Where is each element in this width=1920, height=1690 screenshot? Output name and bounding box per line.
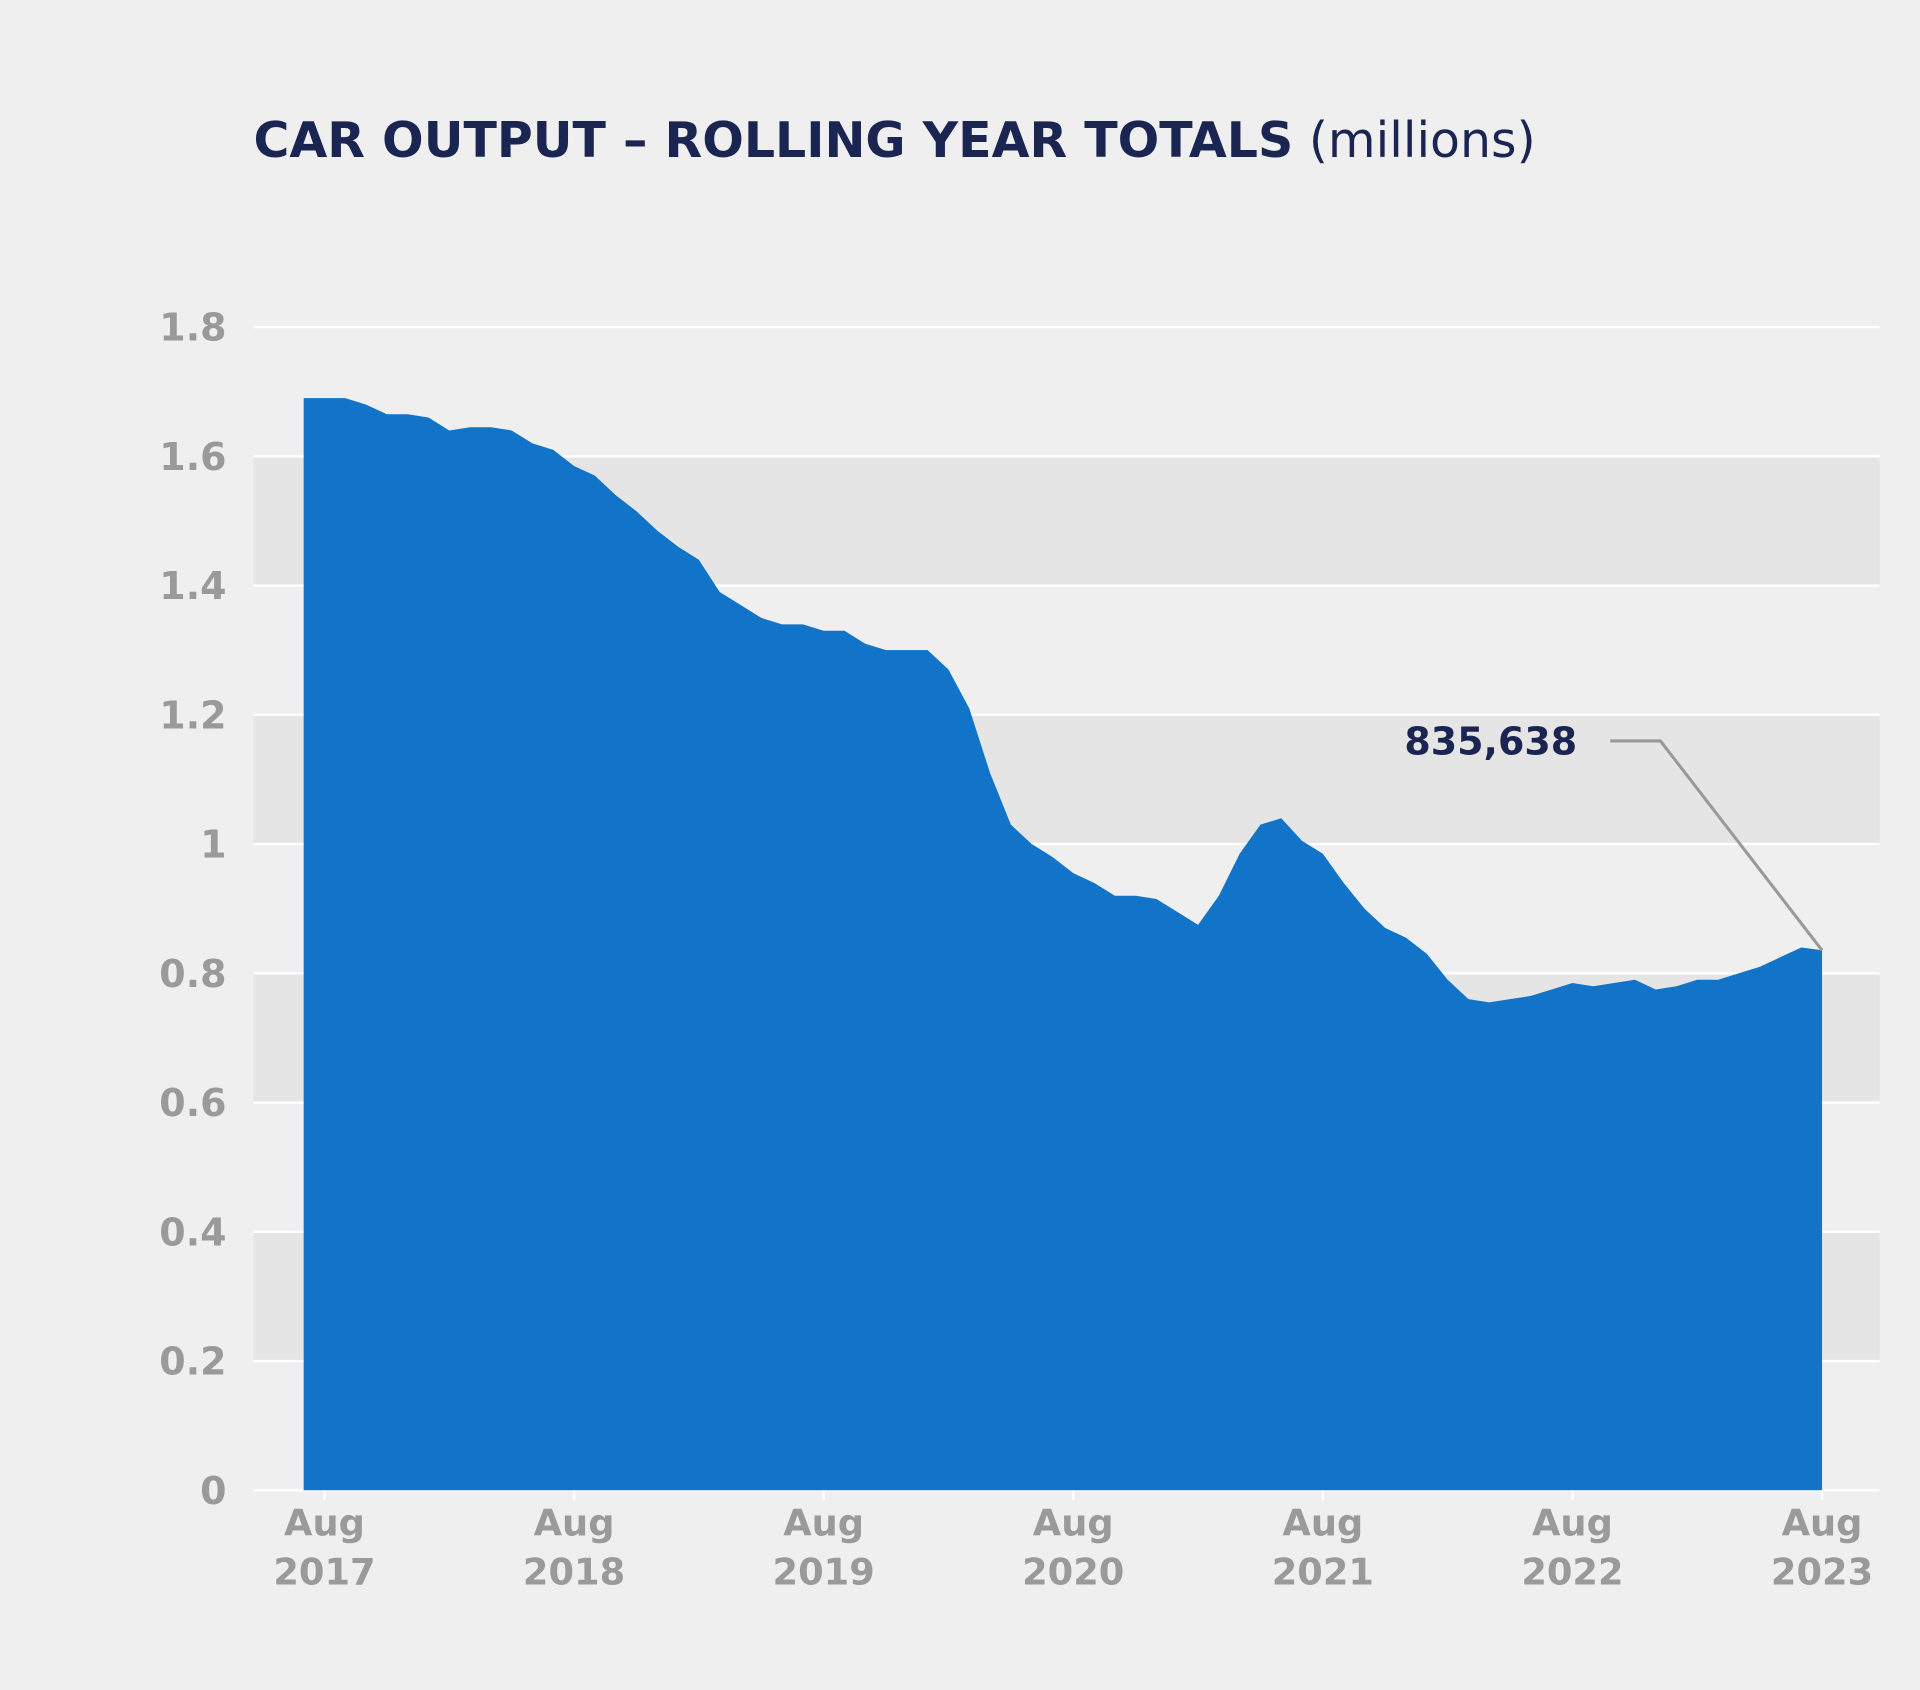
x-tick-label: Aug 2022 — [1521, 1502, 1624, 1595]
x-tick-label: Aug 2018 — [522, 1502, 626, 1595]
annotation-connector — [1610, 739, 1824, 952]
x-tick-wrap: Aug 2022 — [1521, 1502, 1624, 1595]
x-tick-wrap: Aug 2017 — [273, 1502, 376, 1595]
x-tick-label: Aug 2019 — [772, 1502, 875, 1595]
y-tick-label: 1.6 — [159, 435, 226, 479]
x-tick-wrap: Aug 2023 — [1770, 1502, 1874, 1595]
y-tick-label: 1.8 — [159, 306, 226, 350]
y-tick-label: 1.2 — [159, 693, 226, 737]
y-tick-label: 1.4 — [159, 564, 226, 608]
x-tick-wrap: Aug 2019 — [772, 1502, 875, 1595]
y-tick-label: 1 — [200, 823, 226, 867]
x-tick-label: Aug 2017 — [273, 1502, 376, 1595]
x-tick-label: Aug 2021 — [1271, 1502, 1374, 1595]
x-tick-label: Aug 2020 — [1022, 1502, 1125, 1595]
y-tick-label: 0.2 — [159, 1340, 226, 1384]
area — [303, 398, 1823, 1491]
chart-title: CAR OUTPUT – ROLLING YEAR TOTALS — [253, 112, 1293, 169]
chart-title-group: CAR OUTPUT – ROLLING YEAR TOTALS (millio… — [253, 112, 1535, 169]
y-tick-label: 0.8 — [159, 952, 226, 996]
x-tick-label: Aug 2023 — [1770, 1502, 1874, 1595]
y-tick-label: 0.6 — [159, 1081, 226, 1125]
y-tick-label: 0.4 — [159, 1210, 226, 1254]
x-tick-wrap: Aug 2021 — [1271, 1502, 1374, 1595]
y-tick-label: 0 — [200, 1469, 226, 1513]
value-label: 835,638 — [1404, 719, 1577, 763]
unit-label: (millions) — [1309, 112, 1536, 169]
x-tick-wrap: Aug 2020 — [1022, 1502, 1125, 1595]
x-tick-wrap: Aug 2018 — [522, 1502, 626, 1595]
